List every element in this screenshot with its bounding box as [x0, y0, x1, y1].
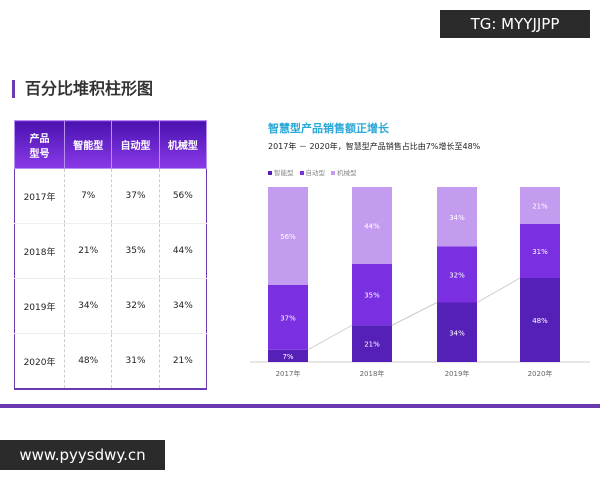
- bar-segment: [352, 187, 392, 264]
- bar-segment: [437, 187, 477, 247]
- table-row: 2019年 34% 32% 34%: [13, 278, 208, 334]
- table-cell: 2018年: [13, 223, 65, 279]
- bar-segment: [268, 349, 308, 362]
- bar-segment: [268, 285, 308, 350]
- data-label: 37%: [280, 314, 296, 322]
- bar-segment: [437, 302, 477, 362]
- data-label: 44%: [364, 223, 380, 231]
- data-label: 32%: [449, 272, 465, 280]
- data-label: 48%: [532, 317, 548, 325]
- table-cell: 21%: [64, 223, 112, 279]
- table-cell: 7%: [64, 168, 112, 224]
- bar-segment: [352, 264, 392, 326]
- data-label: 21%: [364, 341, 380, 349]
- watermark-bottom: www.pyysdwy.cn: [0, 440, 165, 470]
- bar-segment: [520, 223, 560, 278]
- table-cell: 48%: [64, 333, 112, 390]
- table-header: 自动型: [111, 120, 160, 169]
- x-tick-label: 2020年: [528, 369, 553, 378]
- table-cell: 21%: [158, 333, 208, 390]
- data-table: 产品 型号 智能型 自动型 机械型 2017年 7% 37% 56% 2018年 21% 35% 44…: [13, 120, 208, 390]
- table-cell: 2020年: [13, 333, 65, 390]
- divider-line: [0, 404, 600, 408]
- data-label: 31%: [532, 248, 548, 256]
- table-header: 机械型: [158, 120, 208, 169]
- data-label: 7%: [282, 353, 293, 361]
- data-label: 35%: [364, 292, 380, 300]
- chart-legend: 智能型 自动型 机械型: [268, 167, 357, 177]
- bar-segment: [268, 187, 308, 285]
- table-cell: 34%: [64, 278, 112, 334]
- table-header: 智能型: [64, 120, 113, 169]
- legend-swatch: [331, 171, 335, 175]
- bar-segment: [520, 278, 560, 362]
- table-row: 2018年 21% 35% 44%: [13, 223, 208, 279]
- bar-segment: [352, 325, 392, 362]
- watermark-top: TG: MYYJJPP: [440, 10, 590, 38]
- bar-segment: [437, 246, 477, 303]
- table-cell: 2017年: [13, 168, 65, 224]
- table-cell: 31%: [111, 333, 160, 390]
- x-tick-label: 2018年: [360, 369, 385, 378]
- legend-label: 智能型: [274, 169, 294, 177]
- chart-subtitle: 2017年 － 2020年，智慧型产品销售占比由7%增长至48%: [268, 142, 481, 151]
- data-label: 34%: [449, 329, 465, 337]
- chart-title: 智慧型产品销售额正增长: [268, 122, 389, 135]
- page-title: 百分比堆积柱形图: [12, 80, 153, 98]
- legend-item: 机械型: [331, 167, 357, 177]
- bar-segment: [520, 187, 560, 224]
- legend-swatch: [268, 171, 272, 175]
- legend-item: 自动型: [299, 167, 326, 177]
- series-connector: [307, 324, 353, 351]
- series-connector: [391, 302, 438, 326]
- table-row: 2020年 48% 31% 21%: [13, 333, 208, 390]
- table-cell: 37%: [111, 168, 160, 224]
- series-connector: [476, 277, 521, 303]
- legend-item: 智能型: [268, 167, 294, 177]
- x-tick-label: 2019年: [445, 369, 470, 378]
- legend-label: 机械型: [337, 169, 357, 177]
- legend-swatch: [299, 171, 304, 175]
- table-cell: 44%: [158, 223, 208, 279]
- data-label: 21%: [532, 202, 548, 210]
- table-cell: 56%: [158, 168, 208, 224]
- stacked-bar-chart: 7% 37% 56% 2017年 21% 35% 44% 2018年 34% 32% 34% 2019…: [250, 187, 590, 378]
- table-cell: 34%: [158, 278, 208, 334]
- data-label: 34%: [449, 214, 465, 222]
- table-cell: 2019年: [13, 278, 65, 334]
- table-cell: 35%: [111, 223, 160, 279]
- data-label: 56%: [280, 233, 296, 241]
- x-tick-label: 2017年: [276, 369, 301, 378]
- table-row: 2017年 7% 37% 56%: [13, 168, 208, 224]
- legend-label: 自动型: [305, 169, 326, 177]
- table-header: 产品 型号: [13, 120, 66, 169]
- table-cell: 32%: [111, 278, 160, 334]
